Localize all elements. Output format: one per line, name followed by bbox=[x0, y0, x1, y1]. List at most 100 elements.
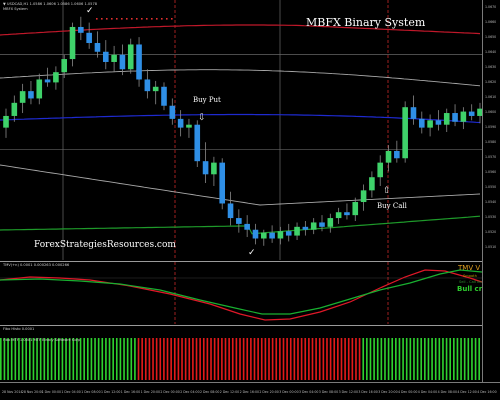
histogram-bar-red bbox=[173, 338, 176, 380]
histogram-bar-green bbox=[373, 338, 375, 380]
histogram-bar-red bbox=[260, 338, 263, 380]
price-tick-label: 1.0660 bbox=[485, 20, 496, 24]
time-tick-label: 2 Dec 12:00 bbox=[220, 390, 239, 394]
histogram-bar-green bbox=[28, 338, 31, 380]
call-arrow-icon: ⇧ bbox=[383, 186, 391, 196]
bear-candle bbox=[94, 43, 101, 52]
time-tick-label: 2 Dec 04:00 bbox=[180, 390, 199, 394]
bull-candle bbox=[310, 222, 317, 230]
marker-dot bbox=[166, 18, 168, 20]
bull-candle bbox=[477, 108, 482, 116]
histogram-bar-red bbox=[166, 338, 169, 380]
bull-candle bbox=[294, 226, 300, 236]
histogram-bar-green bbox=[18, 338, 20, 380]
histogram-bar-red bbox=[163, 338, 165, 380]
bull-candle bbox=[111, 54, 117, 62]
marker-dot bbox=[121, 18, 123, 20]
histogram-bar-red bbox=[337, 338, 339, 380]
bear-candle bbox=[202, 161, 209, 175]
histogram-pane[interactable]: Fibo Histo 0.0001 Fibo MTF 1.0001 MTF Bi… bbox=[0, 326, 482, 382]
histogram-bar-green bbox=[362, 338, 365, 380]
price-tick-label: 1.0510 bbox=[485, 245, 496, 249]
site-watermark: ForexStrategiesResources.com bbox=[34, 240, 176, 250]
oscillator-canvas bbox=[0, 262, 482, 324]
bear-candle bbox=[227, 203, 234, 219]
upper-gray-band bbox=[0, 69, 481, 87]
histogram-bar-green bbox=[101, 338, 104, 380]
histogram-bar-green bbox=[36, 338, 38, 380]
histogram-bar-red bbox=[144, 338, 147, 380]
histogram-bar-green bbox=[395, 338, 397, 380]
histogram-bar-red bbox=[188, 338, 191, 380]
histogram-bar-green bbox=[424, 338, 426, 380]
histogram-bar-red bbox=[286, 338, 288, 380]
bear-candle bbox=[319, 222, 325, 227]
histogram-bar-red bbox=[195, 338, 198, 380]
price-tick-label: 1.0560 bbox=[485, 170, 496, 174]
histogram-subheader: Fibo MTF 1.0001 MTF Binary Software Corp bbox=[3, 338, 81, 342]
pane-separator[interactable] bbox=[0, 325, 482, 326]
tmv-green-line bbox=[0, 269, 482, 315]
price-tick-label: 1.0620 bbox=[485, 80, 496, 84]
histogram-bar-green bbox=[21, 338, 24, 380]
histogram-bar-green bbox=[39, 338, 42, 380]
histogram-bar-red bbox=[355, 338, 357, 380]
histogram-bar-red bbox=[279, 338, 281, 380]
histogram-bar-green bbox=[68, 338, 71, 380]
time-tick-label: 2 Dec 16:00 bbox=[240, 390, 259, 394]
histogram-bar-red bbox=[206, 338, 209, 380]
bear-candle bbox=[418, 118, 425, 128]
price-chart-canvas bbox=[0, 0, 482, 260]
price-chart-pane[interactable]: ▼ USDCAD,H1 1.0586 1.0606 1.0586 1.0606 … bbox=[0, 0, 482, 260]
oscillator-pane[interactable]: TMV(+n) 0.0001 0.000263 0.000266 bbox=[0, 262, 482, 324]
histogram-bar-green bbox=[47, 338, 49, 380]
time-tick-label: 4 Dec 12:00 bbox=[457, 390, 476, 394]
histogram-bar-red bbox=[202, 338, 205, 380]
histogram-bar-green bbox=[7, 338, 9, 380]
bear-candle bbox=[177, 118, 184, 128]
histogram-bar-red bbox=[231, 338, 234, 380]
histogram-bar-green bbox=[14, 338, 17, 380]
bear-candle bbox=[136, 44, 142, 80]
histogram-bar-red bbox=[217, 338, 220, 380]
time-tick-label: 3 Dec 20:00 bbox=[378, 390, 397, 394]
histogram-bar-green bbox=[90, 338, 93, 380]
time-tick-label: 28 Nov 20:00 bbox=[22, 390, 44, 394]
bull-candle bbox=[19, 91, 26, 103]
time-tick-label: 3 Dec 04:00 bbox=[299, 390, 318, 394]
histogram-bar-red bbox=[304, 338, 307, 380]
histogram-bar-red bbox=[170, 338, 172, 380]
histogram-bar-green bbox=[83, 338, 85, 380]
bear-candle bbox=[302, 226, 309, 230]
bull-candle bbox=[327, 218, 334, 227]
histogram-bar-red bbox=[228, 338, 230, 380]
time-tick-label: 4 Dec 16:00 bbox=[477, 390, 496, 394]
histogram-bar-green bbox=[130, 338, 133, 380]
histogram-bar-green bbox=[57, 338, 60, 380]
bear-candle bbox=[119, 54, 126, 70]
bear-candle bbox=[468, 111, 475, 116]
pane-separator[interactable] bbox=[0, 261, 482, 262]
histogram-bar-red bbox=[148, 338, 151, 380]
price-scale[interactable]: 1.0670 1.0660 1.0650 1.0640 1.0630 1.0620 1.06… bbox=[482, 0, 500, 382]
price-tick-label: 1.0520 bbox=[485, 230, 496, 234]
histogram-bar-green bbox=[32, 338, 35, 380]
histogram-bar-red bbox=[326, 338, 328, 380]
histogram-bar-red bbox=[155, 338, 158, 380]
price-tick-label: 1.0600 bbox=[485, 110, 496, 114]
histogram-bar-red bbox=[300, 338, 303, 380]
histogram-bar-green bbox=[474, 338, 477, 380]
price-tick-label: 1.0580 bbox=[485, 140, 496, 144]
buy-put-annotation: Buy Put bbox=[193, 96, 221, 104]
time-axis[interactable]: 28 Nov 2014 28 Nov 20:00 1 Dec 00:00 1 Dec … bbox=[0, 382, 500, 400]
time-tick-label: 4 Dec 00:00 bbox=[398, 390, 417, 394]
bull-candle bbox=[186, 124, 192, 128]
marker-dot bbox=[131, 18, 133, 20]
marker-dot bbox=[116, 18, 118, 20]
histogram-bar-green bbox=[72, 338, 75, 380]
histogram-bar-red bbox=[333, 338, 336, 380]
bull-candle bbox=[360, 190, 367, 203]
histogram-bar-red bbox=[181, 338, 183, 380]
bull-candle bbox=[11, 102, 18, 116]
price-tick-label: 1.0650 bbox=[485, 35, 496, 39]
